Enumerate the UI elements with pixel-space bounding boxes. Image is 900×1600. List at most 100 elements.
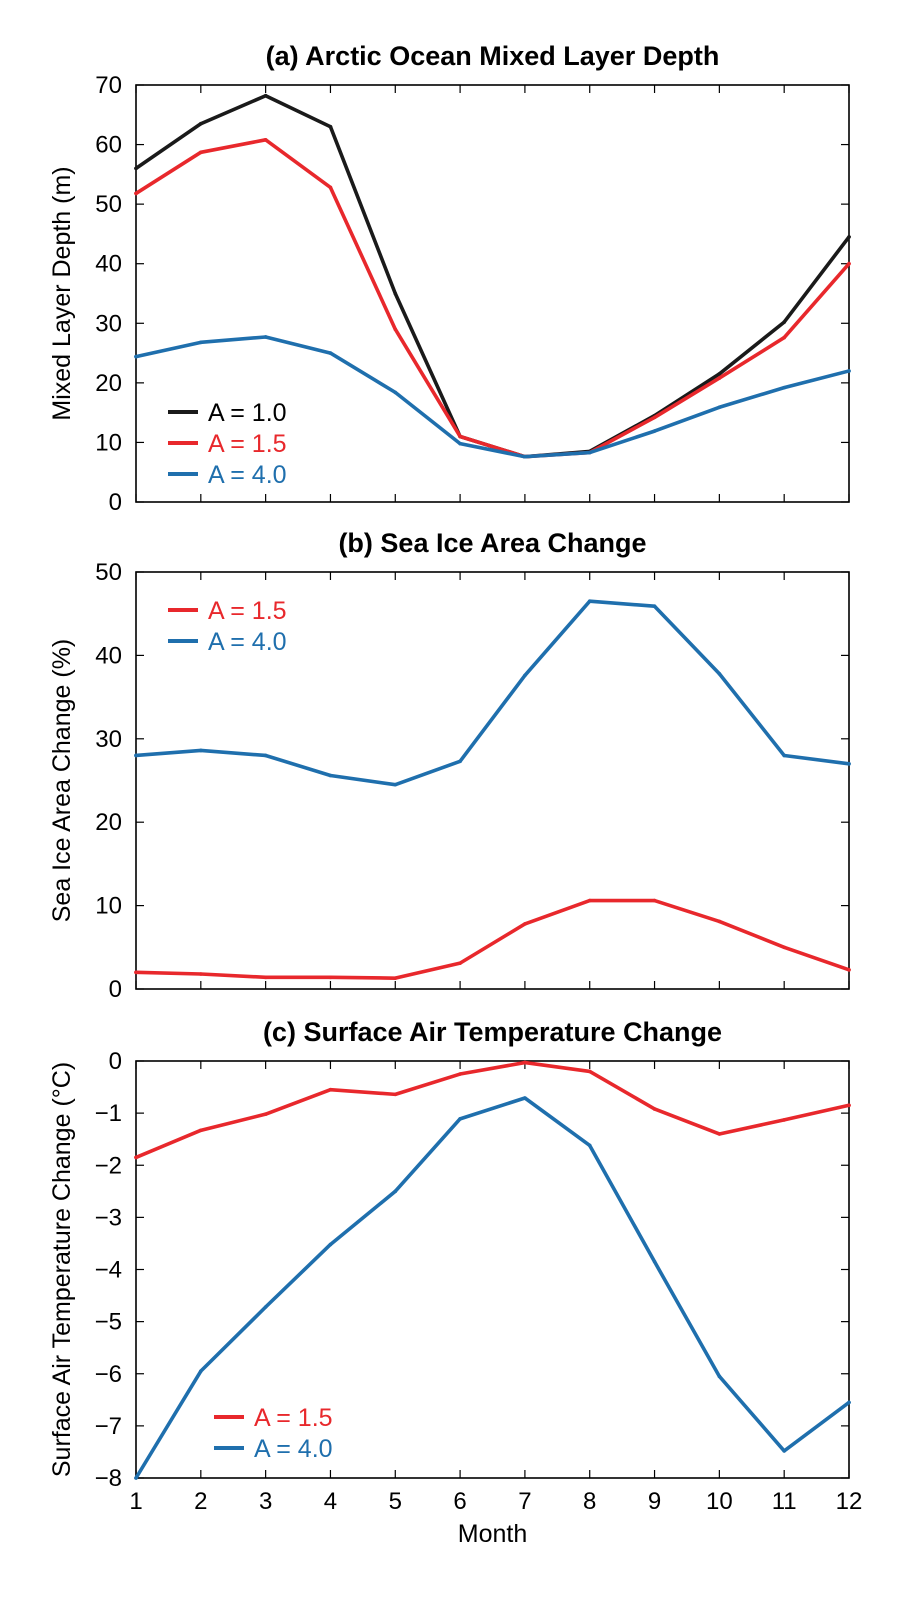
data-point: [717, 919, 722, 924]
data-point: [847, 1400, 851, 1405]
data-point: [134, 1476, 138, 1480]
data-point: [587, 1069, 592, 1074]
data-point: [652, 604, 657, 608]
x-tick-label: 8: [583, 1488, 596, 1515]
data-point: [199, 121, 203, 126]
data-point: [199, 1369, 203, 1373]
x-tick-label: 9: [648, 1488, 661, 1515]
series-line-a-1-5: [134, 138, 851, 459]
data-point: [847, 762, 851, 766]
y-axis-label: Surface Air Temperature Change (°C): [48, 1062, 76, 1477]
data-point: [263, 1112, 268, 1116]
series-line-a-4-0: [134, 1096, 851, 1480]
data-point: [393, 1189, 398, 1194]
data-point: [523, 454, 527, 459]
x-tick-label: 12: [836, 1488, 863, 1515]
y-axis-label: Sea Ice Area Change (%): [48, 639, 76, 923]
data-point: [782, 320, 786, 324]
series-line-a-4-0: [134, 599, 851, 787]
plot-frame: [135, 571, 850, 990]
series-line-a-4-0: [134, 335, 851, 459]
x-axis-label: Month: [458, 1520, 527, 1548]
y-tick-label: 20: [95, 370, 122, 397]
data-point: [782, 385, 786, 390]
x-tick-label: 11: [772, 1488, 797, 1515]
chart-panel-2: (b) Sea Ice Area Change Sea Ice Area Chan…: [48, 528, 851, 1003]
data-point: [717, 671, 722, 676]
data-point: [458, 1072, 462, 1076]
legend-label: A = 4.0: [254, 1435, 333, 1463]
chart-panel-1: (a) Arctic Ocean Mixed Layer Depth Mixed …: [48, 41, 851, 516]
y-tick-label: 60: [95, 132, 122, 159]
x-tick-label: 4: [324, 1488, 337, 1515]
legend-label: A = 1.5: [208, 430, 287, 458]
data-point: [847, 235, 851, 239]
data-point: [847, 369, 851, 373]
x-tick-label: 3: [259, 1488, 272, 1515]
chart-panel-3: (c) Surface Air Temperature Change Surfac…: [48, 1017, 862, 1548]
data-point: [847, 261, 851, 266]
data-point: [587, 898, 592, 903]
plot-frame: [135, 84, 850, 503]
data-point: [199, 1128, 203, 1133]
data-point: [717, 376, 722, 380]
series-line-a-1-5: [134, 1060, 851, 1160]
y-tick-label: −4: [95, 1257, 122, 1284]
data-point: [393, 976, 398, 980]
data-point: [328, 1087, 333, 1092]
y-tick-label: 0: [109, 1048, 122, 1075]
data-point: [134, 191, 138, 196]
data-point: [652, 429, 657, 433]
data-point: [134, 753, 138, 758]
data-point: [199, 972, 203, 976]
data-point: [717, 1374, 722, 1379]
data-point: [328, 351, 333, 355]
data-point: [652, 1259, 657, 1264]
y-tick-label: 30: [95, 726, 122, 753]
data-point: [458, 759, 462, 764]
legend: A = 1.0 A = 1.5 A = 4.0: [168, 399, 287, 489]
series-line-a-1-5: [134, 898, 851, 980]
data-point: [134, 166, 138, 171]
legend-label: A = 4.0: [208, 628, 287, 656]
x-tick-label: 7: [518, 1488, 531, 1515]
data-point: [458, 441, 462, 446]
data-point: [523, 1096, 527, 1100]
legend: A = 1.5 A = 4.0: [214, 1404, 333, 1463]
data-point: [328, 124, 333, 129]
data-point: [717, 1132, 722, 1136]
data-point: [199, 150, 203, 155]
data-point: [393, 390, 398, 395]
y-tick-label: 10: [95, 893, 122, 920]
data-point: [587, 1143, 592, 1148]
chart-title: (c) Surface Air Temperature Change: [263, 1017, 722, 1047]
y-tick-label: 0: [109, 489, 122, 516]
data-point: [717, 372, 722, 376]
data-point: [328, 975, 333, 980]
y-tick-label: −7: [95, 1413, 122, 1440]
data-point: [523, 1060, 527, 1065]
data-point: [263, 138, 268, 142]
y-tick-label: 40: [95, 642, 122, 669]
y-tick-label: −5: [95, 1309, 122, 1336]
x-tick-label: 1: [129, 1488, 142, 1515]
chart-title: (b) Sea Ice Area Change: [338, 528, 646, 558]
y-tick-label: 30: [95, 310, 122, 337]
data-point: [782, 335, 786, 340]
data-point: [587, 599, 592, 603]
data-point: [328, 185, 333, 190]
y-tick-label: 20: [95, 809, 122, 836]
data-point: [393, 782, 398, 787]
y-tick-label: 40: [95, 251, 122, 278]
data-point: [782, 1118, 786, 1122]
x-tick-label: 5: [389, 1488, 402, 1515]
y-tick-label: −1: [95, 1100, 122, 1127]
data-point: [847, 1103, 851, 1108]
data-point: [393, 291, 398, 296]
data-point: [263, 753, 268, 758]
x-tick-label: 10: [706, 1488, 733, 1515]
chart-title: (a) Arctic Ocean Mixed Layer Depth: [266, 41, 720, 71]
data-point: [652, 1107, 657, 1111]
data-point: [199, 340, 203, 345]
